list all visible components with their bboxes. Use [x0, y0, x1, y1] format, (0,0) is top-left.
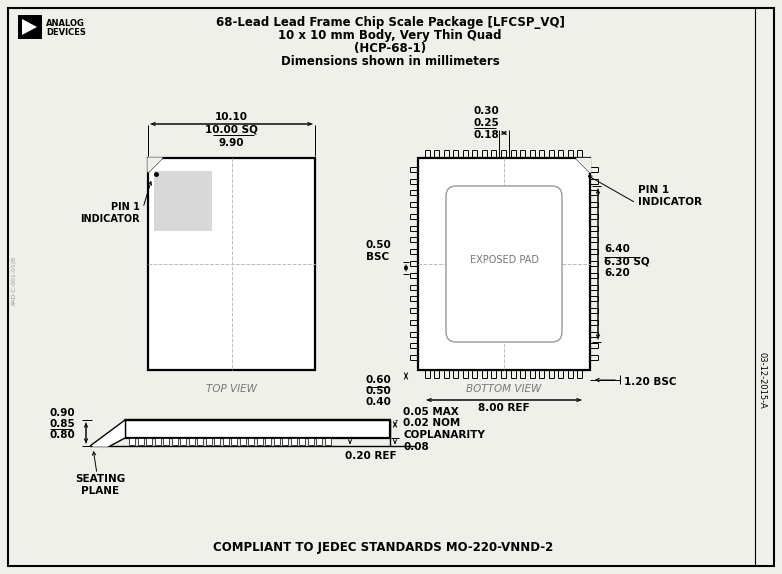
Bar: [325, 438, 331, 445]
Bar: [148, 158, 315, 370]
Bar: [256, 438, 263, 445]
Text: COPLANARITY: COPLANARITY: [403, 430, 485, 440]
Text: COMPLIANT TO JEDEC STANDARDS MO-220-VNND-2: COMPLIANT TO JEDEC STANDARDS MO-220-VNND…: [213, 541, 553, 554]
Text: 0.30: 0.30: [474, 106, 500, 116]
Bar: [188, 438, 195, 445]
Bar: [155, 438, 160, 445]
Text: PIN 1
INDICATOR: PIN 1 INDICATOR: [81, 202, 140, 224]
Bar: [206, 438, 211, 445]
Bar: [418, 158, 590, 370]
Polygon shape: [90, 420, 125, 446]
Text: SEATING
PLANE: SEATING PLANE: [75, 474, 125, 497]
Text: PAD-C-001-01/B: PAD-C-001-01/B: [10, 255, 16, 305]
Text: 0.60: 0.60: [366, 375, 392, 385]
Text: 0.80: 0.80: [50, 430, 76, 440]
Text: 0.18: 0.18: [474, 130, 500, 140]
FancyBboxPatch shape: [446, 186, 562, 342]
Text: 10 x 10 mm Body, Very Thin Quad: 10 x 10 mm Body, Very Thin Quad: [278, 29, 502, 42]
Bar: [125, 420, 390, 438]
Text: 0.40: 0.40: [366, 397, 392, 407]
Text: INDICATOR: INDICATOR: [638, 197, 702, 207]
Polygon shape: [576, 158, 590, 172]
Text: DEVICES: DEVICES: [46, 28, 86, 37]
Bar: [154, 171, 212, 231]
Text: (HCP-68-1): (HCP-68-1): [354, 42, 426, 55]
Text: BSC: BSC: [366, 252, 389, 262]
Bar: [18, 15, 42, 39]
Text: 0.50: 0.50: [366, 240, 392, 250]
Bar: [146, 438, 152, 445]
Text: Dimensions shown in millimeters: Dimensions shown in millimeters: [281, 55, 500, 68]
Bar: [197, 438, 203, 445]
Bar: [214, 438, 220, 445]
Text: 0.90: 0.90: [50, 408, 76, 418]
Polygon shape: [22, 19, 37, 35]
Text: 68-Lead Lead Frame Chip Scale Package [LFCSP_VQ]: 68-Lead Lead Frame Chip Scale Package [L…: [216, 16, 565, 29]
Text: ANALOG: ANALOG: [46, 19, 85, 28]
Text: 6.40: 6.40: [604, 244, 630, 254]
Text: 0.02 NOM: 0.02 NOM: [403, 418, 461, 428]
Bar: [299, 438, 305, 445]
Text: 6.20: 6.20: [604, 268, 630, 278]
Text: 0.05 MAX: 0.05 MAX: [403, 407, 459, 417]
Bar: [171, 438, 178, 445]
Bar: [290, 438, 296, 445]
Bar: [239, 438, 246, 445]
Text: 10.10: 10.10: [215, 112, 248, 122]
Text: 0.20 REF: 0.20 REF: [345, 451, 396, 461]
Bar: [307, 438, 314, 445]
Text: 03-12-2015-A: 03-12-2015-A: [758, 352, 766, 408]
Text: 10.00 SQ: 10.00 SQ: [205, 125, 258, 135]
Text: PIN 1: PIN 1: [638, 185, 669, 195]
Text: 0.08: 0.08: [403, 442, 429, 452]
Text: TOP VIEW: TOP VIEW: [206, 384, 257, 394]
Bar: [163, 438, 169, 445]
Text: 0.85: 0.85: [50, 419, 76, 429]
Bar: [316, 438, 322, 445]
Text: EXPOSED PAD: EXPOSED PAD: [469, 255, 539, 265]
Text: 8.00 REF: 8.00 REF: [478, 403, 530, 413]
Text: 0.25: 0.25: [474, 118, 500, 128]
Bar: [231, 438, 237, 445]
Bar: [282, 438, 288, 445]
Text: 1.20 BSC: 1.20 BSC: [624, 377, 676, 387]
Bar: [265, 438, 271, 445]
Text: 9.90: 9.90: [219, 138, 244, 148]
Bar: [223, 438, 228, 445]
Text: BOTTOM VIEW: BOTTOM VIEW: [466, 384, 542, 394]
Bar: [129, 438, 135, 445]
Bar: [180, 438, 186, 445]
Polygon shape: [148, 158, 162, 172]
Text: 6.30 SQ: 6.30 SQ: [604, 256, 650, 266]
Bar: [138, 438, 144, 445]
Bar: [248, 438, 254, 445]
Text: 0.50: 0.50: [366, 386, 392, 396]
Bar: [274, 438, 279, 445]
